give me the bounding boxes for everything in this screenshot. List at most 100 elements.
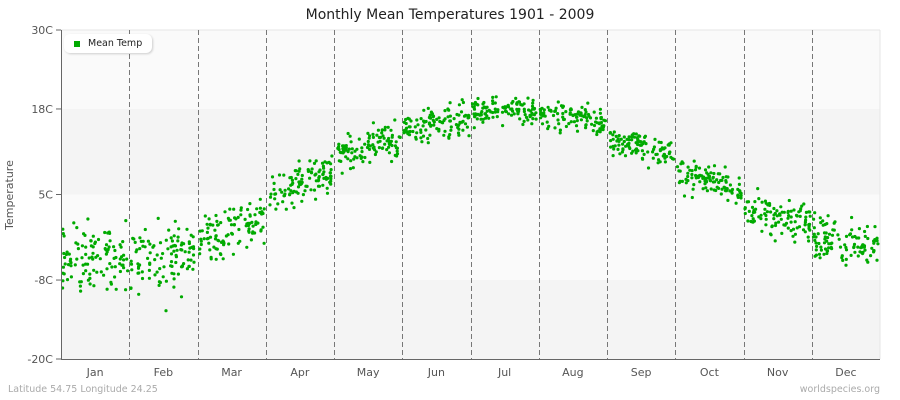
data-point [280, 190, 284, 194]
data-point [228, 207, 232, 211]
data-point [473, 115, 477, 119]
data-point [491, 95, 495, 99]
data-point [473, 112, 478, 116]
data-point [738, 189, 742, 193]
data-point [113, 275, 117, 279]
data-point [92, 268, 96, 272]
x-tick-label-aug: Aug [562, 366, 583, 379]
data-point [346, 131, 350, 136]
data-point [66, 263, 71, 267]
data-point [548, 108, 553, 113]
data-point [174, 255, 178, 259]
data-point [203, 214, 207, 218]
data-point [86, 278, 90, 282]
data-point [273, 197, 277, 201]
data-point [297, 169, 301, 173]
data-point [226, 216, 230, 220]
data-point [653, 137, 657, 141]
data-point [705, 189, 710, 193]
x-tick-label-jul: Jul [497, 366, 511, 379]
data-point [296, 172, 300, 176]
data-point [703, 168, 708, 172]
data-point [328, 171, 332, 175]
data-point [438, 119, 442, 124]
data-point [337, 147, 341, 152]
data-point [192, 260, 196, 264]
data-point [239, 206, 243, 210]
data-point [146, 256, 150, 260]
data-point [151, 245, 155, 249]
data-point [691, 187, 695, 191]
data-point [221, 257, 225, 261]
data-point [366, 139, 370, 144]
data-point [812, 217, 816, 221]
data-point [435, 117, 439, 121]
data-point [772, 217, 776, 221]
data-point [511, 99, 515, 104]
data-point [786, 216, 790, 220]
data-point [124, 219, 128, 223]
data-point [75, 226, 79, 230]
data-point [104, 252, 108, 256]
data-point [838, 245, 843, 249]
data-point [711, 176, 715, 180]
data-point [822, 231, 827, 235]
data-point [177, 227, 181, 231]
data-point [251, 230, 255, 234]
data-point [602, 118, 606, 122]
data-point [239, 213, 243, 217]
data-point [129, 286, 133, 290]
data-point [261, 225, 265, 229]
data-point [588, 116, 593, 120]
data-point [223, 210, 227, 214]
data-point [634, 147, 639, 151]
data-point [598, 130, 602, 134]
data-point [857, 227, 862, 231]
data-point [456, 131, 461, 135]
data-point [155, 270, 159, 274]
data-point [786, 210, 790, 215]
data-point [84, 252, 88, 256]
data-point [89, 244, 93, 248]
data-point [621, 147, 625, 151]
data-point [720, 187, 724, 191]
data-point [784, 221, 789, 225]
data-point [793, 232, 798, 236]
data-point [312, 188, 317, 192]
data-point [388, 141, 392, 145]
data-point [646, 150, 650, 154]
data-point [580, 114, 584, 118]
data-point [527, 108, 531, 112]
legend[interactable]: Mean Temp [64, 34, 153, 53]
data-point [789, 220, 793, 224]
data-point [300, 199, 304, 203]
data-point [643, 135, 647, 139]
data-point [829, 242, 833, 246]
data-point [751, 217, 755, 221]
data-point [611, 154, 615, 158]
data-point [669, 141, 673, 145]
data-point [475, 117, 479, 121]
data-point [348, 134, 352, 138]
data-point [862, 244, 867, 248]
x-tick-label-apr: Apr [290, 366, 310, 379]
data-point [365, 145, 370, 150]
data-point [294, 169, 298, 173]
data-point [682, 194, 687, 198]
data-point [316, 179, 320, 183]
data-point [390, 159, 394, 164]
data-point [349, 159, 353, 163]
data-point [448, 101, 452, 105]
data-point [350, 151, 354, 155]
data-point [247, 227, 251, 231]
data-point [143, 227, 147, 232]
data-point [183, 250, 187, 254]
data-point [827, 232, 832, 236]
data-point [321, 183, 325, 187]
data-point [630, 151, 634, 155]
data-point [380, 128, 384, 132]
data-point [760, 229, 764, 233]
data-points [61, 95, 880, 313]
data-point [791, 234, 795, 238]
data-point [816, 232, 820, 236]
